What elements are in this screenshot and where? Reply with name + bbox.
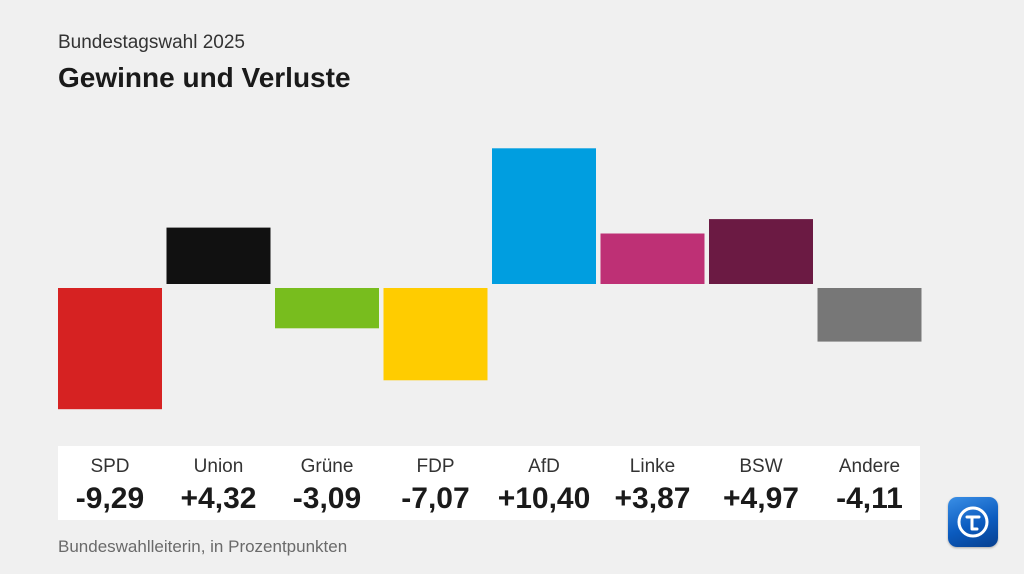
bar-fdp [383,288,488,381]
label-cell-union: Union +4,32 [167,446,271,516]
party-label: Andere [838,456,901,477]
label-cell-spd: SPD -9,29 [58,446,162,516]
value-label: +3,87 [614,482,691,515]
chart-subtitle: Bundestagswahl 2025 [58,32,245,53]
party-label: Grüne [300,456,354,477]
label-cell-grüne: Grüne -3,09 [275,446,379,516]
bar-andere [817,288,922,342]
party-label: AfD [528,456,560,477]
label-cell-bsw: BSW +4,97 [709,446,813,516]
value-label-panel: SPD -9,29 Union +4,32 Grüne -3,09 FDP -7,07 AfD +… [58,446,920,520]
value-label: -7,07 [401,482,470,515]
bar-union [166,227,271,284]
value-label: +4,32 [180,482,257,515]
bar-bsw [709,219,813,284]
label-cell-fdp: FDP -7,07 [384,446,488,516]
value-label: -3,09 [292,482,362,515]
label-cell-andere: Andere -4,11 [818,446,922,516]
chart-title: Gewinne und Verluste [58,62,351,93]
ard-logo-icon [948,497,998,547]
value-label: -9,29 [75,482,145,515]
value-label: -4,11 [836,482,903,515]
value-label: +10,40 [497,482,591,515]
source-note: Bundeswahlleiterin, in Prozentpunkten [58,537,348,556]
label-cell-afd: AfD +10,40 [492,446,596,516]
party-label: Union [193,456,244,477]
party-label: SPD [90,456,130,477]
bar-linke [600,233,705,284]
value-label: +4,97 [723,482,799,515]
bar-grüne [275,288,379,329]
bar-chart [58,148,922,410]
party-label: Linke [629,456,676,477]
bar-afd [492,148,596,284]
party-label: FDP [416,456,455,477]
party-label: BSW [739,456,783,477]
bar-spd [58,288,162,410]
label-cell-linke: Linke +3,87 [601,446,705,516]
